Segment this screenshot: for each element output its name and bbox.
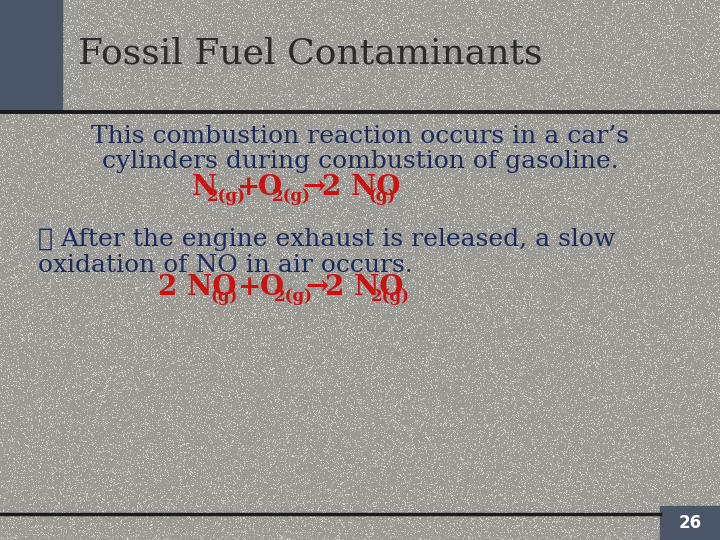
Text: cylinders during combustion of gasoline.: cylinders during combustion of gasoline.: [102, 150, 618, 173]
Text: ❖ After the engine exhaust is released, a slow: ❖ After the engine exhaust is released, …: [38, 228, 616, 251]
Text: This combustion reaction occurs in a car’s: This combustion reaction occurs in a car…: [91, 125, 629, 148]
Text: O: O: [260, 274, 284, 301]
Text: 2 NO: 2 NO: [158, 274, 236, 301]
Text: 2(g): 2(g): [274, 288, 313, 305]
Text: oxidation of NO in air occurs.: oxidation of NO in air occurs.: [38, 254, 413, 277]
Text: 2 NO: 2 NO: [322, 174, 400, 201]
Bar: [0, 0, 62, 110]
Text: 2(g): 2(g): [371, 288, 410, 305]
Bar: [660, 506, 720, 540]
Text: +: +: [237, 174, 261, 201]
Text: 2 NO: 2 NO: [325, 274, 403, 301]
Text: N: N: [192, 174, 217, 201]
Text: 2(g): 2(g): [207, 188, 246, 205]
Text: (g): (g): [210, 288, 238, 305]
Text: +: +: [238, 274, 261, 301]
Text: Fossil Fuel Contaminants: Fossil Fuel Contaminants: [78, 37, 542, 71]
Text: 2(g): 2(g): [272, 188, 311, 205]
Text: 26: 26: [678, 514, 701, 532]
Text: (g): (g): [368, 188, 395, 205]
Text: →: →: [305, 274, 328, 301]
Text: O: O: [258, 174, 282, 201]
Text: →: →: [302, 174, 325, 201]
